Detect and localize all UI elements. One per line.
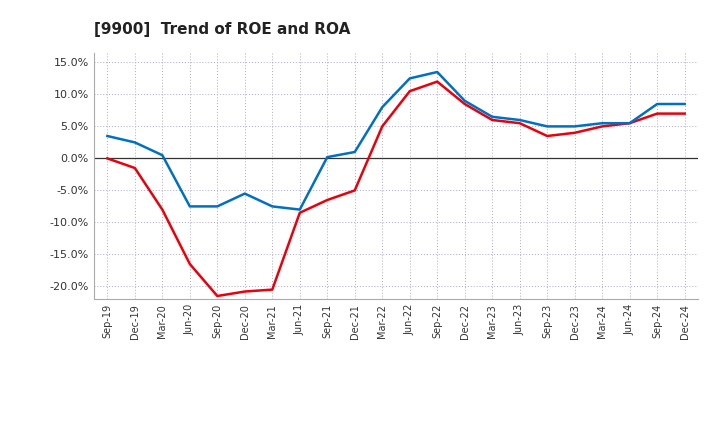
ROA bbox=[158, 153, 166, 158]
Line: ROA: ROA bbox=[107, 72, 685, 209]
ROE bbox=[323, 198, 332, 203]
ROE bbox=[598, 124, 606, 129]
ROA bbox=[460, 98, 469, 103]
ROA bbox=[130, 140, 139, 145]
ROA bbox=[516, 117, 524, 123]
ROE bbox=[213, 293, 222, 299]
ROE bbox=[130, 165, 139, 171]
ROA bbox=[653, 101, 662, 106]
ROE bbox=[653, 111, 662, 116]
ROA bbox=[378, 105, 387, 110]
ROE bbox=[240, 289, 249, 294]
ROA bbox=[680, 101, 689, 106]
ROE bbox=[378, 124, 387, 129]
ROE bbox=[351, 188, 359, 193]
ROA bbox=[626, 121, 634, 126]
ROE bbox=[103, 156, 112, 161]
ROE bbox=[680, 111, 689, 116]
Legend: ROE, ROA: ROE, ROA bbox=[311, 434, 481, 440]
ROA bbox=[213, 204, 222, 209]
Line: ROE: ROE bbox=[107, 81, 685, 296]
ROA bbox=[103, 133, 112, 139]
ROA bbox=[240, 191, 249, 196]
ROE bbox=[460, 101, 469, 106]
ROE bbox=[626, 121, 634, 126]
ROA bbox=[268, 204, 276, 209]
ROE bbox=[268, 287, 276, 292]
ROA bbox=[186, 204, 194, 209]
ROA bbox=[351, 149, 359, 154]
ROA bbox=[543, 124, 552, 129]
ROA bbox=[405, 76, 414, 81]
ROE bbox=[570, 130, 579, 136]
ROA bbox=[570, 124, 579, 129]
ROA bbox=[488, 114, 497, 119]
ROE bbox=[433, 79, 441, 84]
Text: [9900]  Trend of ROE and ROA: [9900] Trend of ROE and ROA bbox=[94, 22, 350, 37]
ROA bbox=[295, 207, 304, 212]
ROE bbox=[295, 210, 304, 216]
ROA bbox=[598, 121, 606, 126]
ROE bbox=[158, 207, 166, 212]
ROE bbox=[516, 121, 524, 126]
ROE bbox=[488, 117, 497, 123]
ROE bbox=[543, 133, 552, 139]
ROA bbox=[323, 154, 332, 160]
ROE bbox=[186, 261, 194, 267]
ROA bbox=[433, 70, 441, 75]
ROE bbox=[405, 88, 414, 94]
